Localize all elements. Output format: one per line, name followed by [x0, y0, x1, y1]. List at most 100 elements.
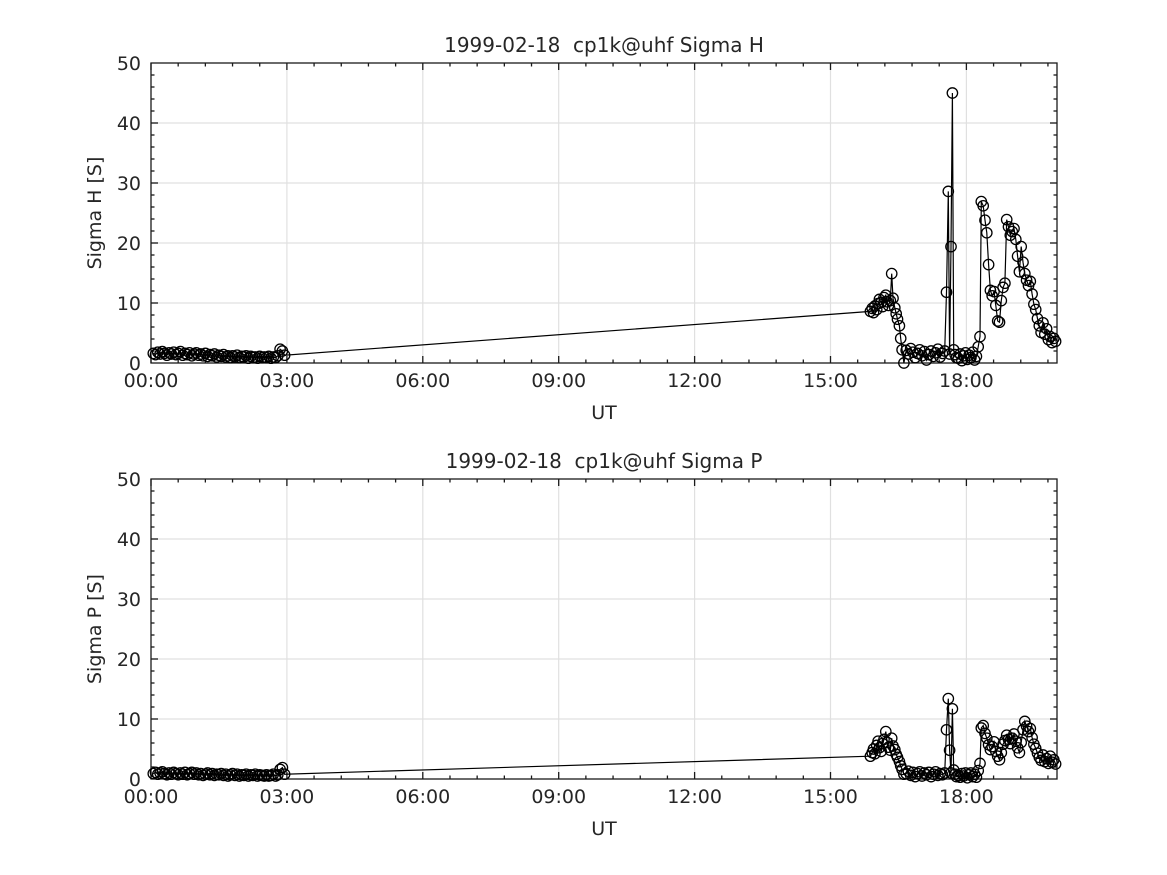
data-point: [977, 719, 990, 732]
data-point: [867, 306, 880, 319]
data-point: [993, 316, 1006, 329]
data-point: [199, 347, 212, 360]
data-point: [943, 744, 956, 757]
y-tick-label: 40: [117, 113, 141, 135]
data-point: [1037, 749, 1049, 761]
data-point: [995, 746, 1008, 759]
data-point: [894, 332, 907, 345]
data-point: [179, 766, 191, 779]
data-point: [980, 226, 993, 239]
x-tick-label: 18:00: [939, 370, 994, 392]
data-point: [888, 743, 901, 756]
data-point: [927, 768, 940, 781]
data-point: [249, 768, 262, 781]
data-point: [149, 766, 162, 779]
data-point: [278, 768, 291, 781]
data-point: [1000, 213, 1013, 226]
data-point: [1049, 335, 1062, 348]
data-point: [194, 348, 207, 360]
data-point: [251, 352, 264, 365]
x-tick-label: 06:00: [395, 370, 450, 392]
data-point: [215, 767, 228, 780]
data-point: [201, 350, 214, 363]
data-point: [945, 240, 957, 253]
data-point: [890, 307, 903, 320]
data-point: [197, 349, 209, 362]
data-point: [1049, 758, 1062, 770]
data-point: [242, 352, 255, 365]
data-point: [219, 768, 232, 781]
data-point: [888, 301, 901, 314]
x-tick-label: 06:00: [395, 786, 450, 808]
data-point: [1024, 722, 1037, 735]
data-point: [1044, 750, 1057, 763]
y-tick-label: 50: [117, 469, 141, 491]
data-point: [1015, 240, 1028, 253]
y-tick-label: 20: [117, 233, 141, 255]
data-point: [240, 349, 252, 362]
data-point: [165, 768, 178, 781]
x-tick-label: 12:00: [667, 786, 722, 808]
data-point: [158, 347, 171, 360]
x-tick-label: 00:00: [124, 786, 179, 808]
data-point: [946, 87, 959, 99]
data-point: [226, 767, 239, 780]
data-line: [153, 92, 1057, 364]
data-point: [1018, 715, 1031, 728]
data-point: [181, 348, 194, 361]
data-point: [1008, 222, 1020, 235]
data-point: [982, 258, 995, 271]
data-point: [208, 348, 221, 360]
data-point: [1042, 333, 1055, 346]
data-point: [206, 767, 219, 780]
sigma-p-ylabel: Sigma P [S]: [84, 574, 106, 684]
data-point: [896, 763, 908, 776]
data-point: [1017, 256, 1029, 269]
data-point: [979, 214, 991, 227]
data-point: [1026, 731, 1038, 744]
data-point: [1040, 322, 1053, 335]
y-tick-label: 0: [129, 353, 141, 375]
data-point: [240, 768, 252, 781]
data-point: [224, 351, 237, 364]
data-point: [161, 349, 173, 362]
x-tick-label: 03:00: [260, 786, 315, 808]
data-point: [974, 757, 986, 770]
y-tick-label: 40: [117, 529, 141, 551]
data-point: [940, 723, 953, 736]
data-point: [161, 768, 173, 781]
data-point: [942, 185, 955, 198]
data-line: [153, 698, 1057, 780]
data-point: [176, 349, 189, 362]
data-point: [217, 348, 230, 361]
data-point: [1033, 319, 1046, 332]
data-point: [201, 767, 214, 779]
data-point: [918, 767, 931, 779]
data-point: [1024, 275, 1037, 288]
data-point: [278, 349, 291, 362]
data-point: [231, 349, 243, 362]
data-point: [1029, 303, 1042, 316]
data-point: [1009, 735, 1022, 748]
sigma-p-title: 1999-02-18 cp1k@uhf Sigma P: [446, 449, 763, 473]
sigma-h-subplot: 00:00 03:00 06:00 09:00 12:00 15:00 18:00 0 10 20…: [117, 53, 1062, 392]
data-point: [276, 761, 289, 774]
data-point: [1017, 723, 1029, 736]
data-point: [979, 727, 991, 740]
data-point: [1015, 736, 1028, 749]
data-point: [916, 770, 928, 782]
data-point: [968, 768, 981, 781]
data-point: [228, 351, 241, 363]
data-point: [885, 267, 898, 280]
sigma-p-xlabel: UT: [591, 818, 617, 840]
x-tick-label: 18:00: [939, 786, 994, 808]
y-tick-label: 30: [117, 173, 141, 195]
y-tick-label: 0: [129, 769, 141, 791]
x-tick-label: 15:00: [803, 370, 858, 392]
data-point: [974, 330, 986, 343]
data-point: [984, 743, 997, 756]
data-point: [149, 348, 162, 361]
x-tick-label: 12:00: [667, 370, 722, 392]
